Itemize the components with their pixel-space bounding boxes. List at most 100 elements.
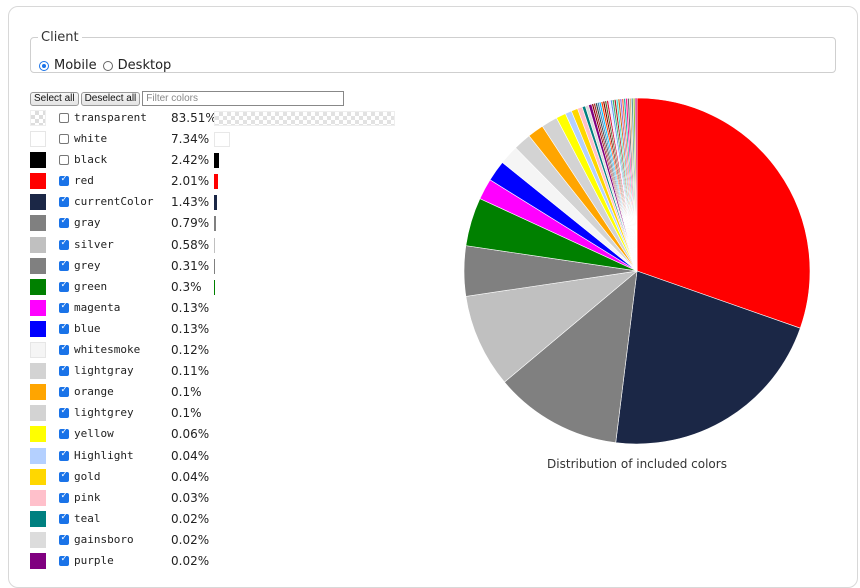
radio-mobile-dot[interactable]	[39, 60, 49, 71]
color-share-bar	[214, 279, 215, 295]
color-swatch	[30, 426, 46, 443]
color-name: currentColor	[74, 195, 154, 209]
color-percentage: 7.34%	[171, 132, 210, 147]
color-share-bar	[214, 237, 215, 253]
deselect-all-button[interactable]: Deselect all	[80, 91, 141, 106]
color-percentage: 0.02%	[171, 553, 210, 568]
radio-desktop-label: Desktop	[117, 58, 172, 73]
color-checkbox[interactable]	[59, 470, 69, 482]
color-percentage: 0.11%	[171, 364, 210, 379]
color-checkbox[interactable]	[59, 238, 69, 250]
color-checkbox[interactable]	[59, 427, 69, 440]
color-checkbox[interactable]	[59, 216, 69, 229]
color-name: Highlight	[74, 448, 134, 462]
color-share-bar	[214, 174, 218, 190]
color-name: black	[74, 153, 108, 167]
color-checkbox[interactable]	[59, 554, 69, 566]
filter-colors-input[interactable]	[142, 91, 345, 106]
color-checkbox[interactable]	[59, 322, 69, 334]
color-swatch	[30, 552, 46, 569]
color-checkbox[interactable]	[59, 195, 69, 208]
color-percentage: 83.51%	[171, 111, 217, 125]
color-percentage: 0.13%	[171, 321, 210, 336]
color-swatch	[30, 131, 46, 148]
color-checkbox[interactable]	[59, 406, 69, 419]
color-share-bar	[214, 195, 217, 211]
client-legend: Client	[41, 30, 79, 45]
color-swatch	[30, 531, 46, 548]
color-name: grey	[74, 258, 101, 272]
color-checkbox[interactable]	[59, 449, 69, 461]
color-checkbox[interactable]	[59, 301, 69, 313]
color-swatch	[30, 510, 46, 527]
client-fieldset: Client Mobile Desktop	[30, 30, 836, 73]
color-percentage: 0.02%	[171, 511, 210, 526]
color-name: teal	[74, 511, 101, 525]
pie-slice-red	[636, 97, 811, 329]
pie-slice-currentcolor	[615, 270, 801, 445]
color-percentage: 0.04%	[171, 448, 210, 463]
color-name: pink	[74, 490, 101, 504]
color-name: whitesmoke	[74, 343, 141, 357]
color-swatch	[30, 236, 46, 253]
color-percentage: 0.02%	[171, 532, 210, 547]
pie-slice-gray	[503, 270, 638, 444]
color-checkbox[interactable]	[59, 533, 69, 545]
color-checkbox[interactable]	[59, 174, 69, 187]
color-percentage: 0.12%	[171, 343, 210, 358]
color-share-bar	[214, 132, 230, 148]
color-swatch	[30, 299, 46, 316]
color-name: orange	[74, 385, 114, 399]
color-percentage: 0.03%	[171, 490, 210, 505]
color-percentage: 0.3%	[171, 279, 202, 294]
color-swatch	[30, 320, 46, 337]
color-pie-chart	[463, 97, 811, 445]
color-swatch	[30, 384, 46, 401]
color-name: green	[74, 279, 108, 293]
color-name: blue	[74, 321, 101, 335]
color-swatch	[30, 489, 46, 506]
color-name: yellow	[74, 427, 114, 441]
color-name: transparent	[74, 111, 147, 124]
radio-mobile[interactable]: Mobile	[39, 58, 97, 73]
color-checkbox[interactable]	[59, 512, 69, 524]
color-percentage: 2.01%	[171, 174, 210, 189]
color-swatch	[30, 215, 46, 232]
color-percentage: 0.06%	[171, 427, 210, 442]
color-checkbox[interactable]	[59, 385, 69, 398]
color-swatch	[30, 152, 46, 169]
color-swatch	[30, 342, 46, 359]
color-name: gainsboro	[74, 532, 134, 546]
color-name: silver	[74, 237, 114, 251]
color-name: gold	[74, 469, 101, 483]
color-swatch	[30, 110, 46, 126]
pie-slice-silver	[465, 270, 639, 383]
color-swatch	[30, 194, 46, 211]
color-checkbox[interactable]	[59, 364, 69, 377]
color-name: red	[74, 174, 94, 188]
color-checkbox[interactable]	[59, 491, 69, 503]
chart-caption: Distribution of included colors	[547, 457, 727, 471]
color-name: magenta	[74, 300, 121, 314]
color-percentage: 0.58%	[171, 237, 210, 252]
radio-desktop[interactable]: Desktop	[102, 58, 172, 73]
color-share-bar	[214, 111, 395, 126]
color-name: lightgray	[74, 364, 134, 378]
radio-desktop-dot[interactable]	[102, 60, 113, 71]
color-checkbox[interactable]	[59, 155, 69, 166]
radio-mobile-label: Mobile	[54, 58, 97, 73]
color-checkbox[interactable]	[59, 259, 69, 271]
color-checkbox[interactable]	[59, 280, 69, 292]
color-name: purple	[74, 553, 114, 567]
color-toolbar: Select all Deselect all	[30, 91, 345, 106]
color-percentage: 0.79%	[171, 216, 210, 231]
color-swatch	[30, 363, 46, 380]
select-all-button[interactable]: Select all	[30, 91, 79, 106]
color-checkbox[interactable]	[59, 113, 69, 123]
color-percentage: 0.13%	[171, 300, 210, 315]
color-swatch	[30, 468, 46, 485]
color-checkbox[interactable]	[59, 134, 69, 145]
color-checkbox[interactable]	[59, 343, 69, 356]
color-swatch	[30, 405, 46, 422]
color-swatch	[30, 257, 46, 274]
